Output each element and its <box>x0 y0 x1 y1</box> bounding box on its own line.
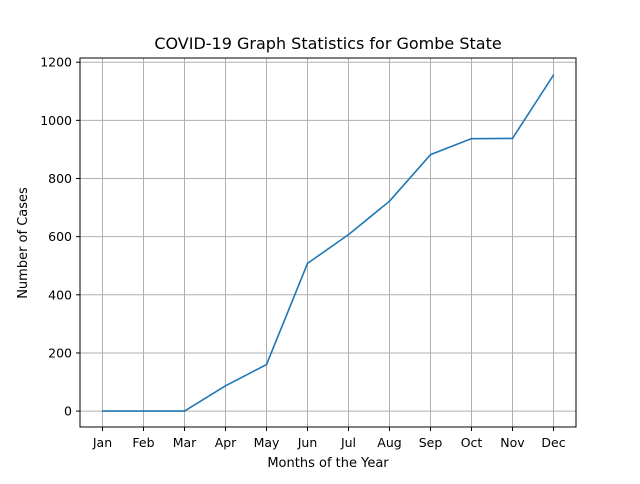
axis-ticks: Jan Feb Mar Apr May Jun Jul Aug Sep Oct Nov Dec 0 200… <box>40 55 566 450</box>
y-tick-label: 1200 <box>40 55 72 70</box>
x-tick-label: Jul <box>340 435 356 450</box>
x-tick-label: Sep <box>419 435 443 450</box>
y-tick-label: 400 <box>48 287 72 302</box>
x-tick-label: Oct <box>461 435 483 450</box>
data-point <box>101 410 104 412</box>
data-point <box>224 385 227 387</box>
data-point <box>347 233 350 236</box>
series-line <box>102 74 555 412</box>
x-tick-label: Jun <box>297 435 318 450</box>
y-axis-label: Number of Cases <box>16 187 31 299</box>
y-tick-label: 0 <box>64 404 72 419</box>
x-tick-label: Jan <box>92 435 112 450</box>
gridlines <box>80 58 576 427</box>
data-point <box>429 153 432 156</box>
y-tick-label: 600 <box>48 229 72 244</box>
x-tick-label: Feb <box>132 435 154 450</box>
y-tick-label: 1000 <box>40 113 72 128</box>
plot-frame <box>79 57 577 428</box>
x-axis-label: Months of the Year <box>267 456 389 471</box>
data-point <box>142 410 145 412</box>
data-point <box>183 410 186 412</box>
series-layer <box>101 74 555 412</box>
data-point <box>470 137 473 140</box>
x-tick-label: Aug <box>377 435 401 450</box>
y-tick-label: 200 <box>48 345 72 360</box>
data-point <box>306 262 309 265</box>
y-tick-label: 800 <box>48 171 72 186</box>
data-point <box>552 74 555 76</box>
x-tick-label: Dec <box>541 435 565 450</box>
data-point <box>265 363 268 366</box>
x-tick-label: May <box>254 435 280 450</box>
x-tick-label: Apr <box>215 435 237 450</box>
data-point <box>511 137 514 140</box>
x-tick-label: Nov <box>500 435 525 450</box>
x-tick-label: Mar <box>173 435 197 450</box>
chart-title: COVID-19 Graph Statistics for Gombe Stat… <box>154 34 501 53</box>
data-point <box>388 200 391 202</box>
